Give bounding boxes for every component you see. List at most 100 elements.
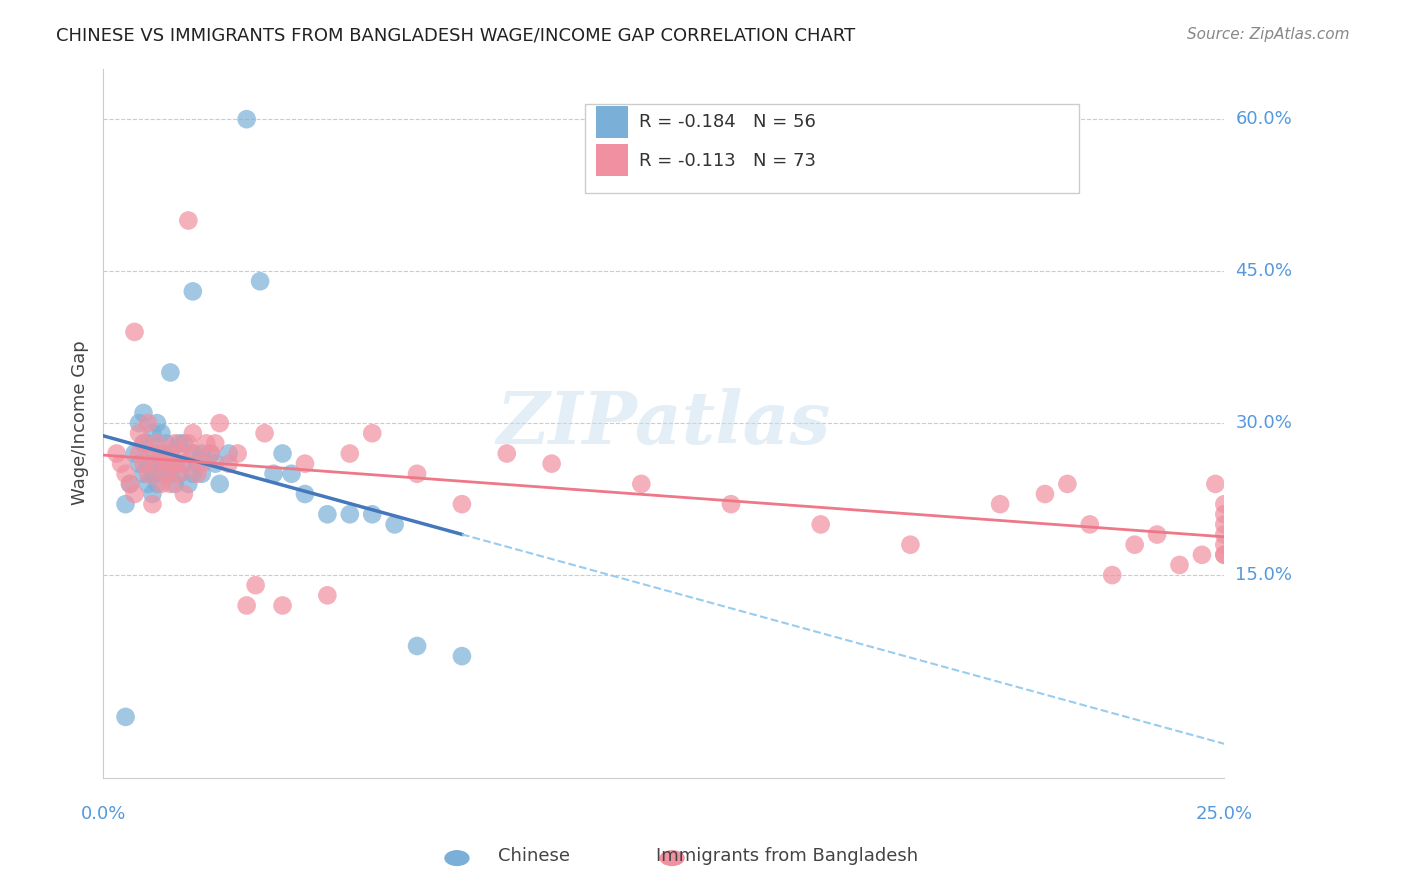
Point — [114, 710, 136, 724]
Point — [132, 436, 155, 450]
Point — [361, 508, 384, 522]
Text: 25.0%: 25.0% — [1195, 805, 1253, 823]
Point — [155, 436, 177, 450]
Point — [163, 476, 186, 491]
Point — [495, 446, 517, 460]
Point — [271, 446, 294, 460]
Point — [1056, 476, 1078, 491]
Point — [155, 467, 177, 481]
Point — [988, 497, 1011, 511]
Point — [155, 457, 177, 471]
Point — [163, 457, 186, 471]
Point — [181, 285, 204, 299]
Point — [294, 457, 316, 471]
Point — [1168, 558, 1191, 572]
Point — [136, 457, 159, 471]
Point — [451, 497, 474, 511]
Point — [136, 467, 159, 481]
Point — [159, 467, 181, 481]
Point — [1213, 517, 1236, 532]
Point — [173, 487, 195, 501]
Point — [226, 446, 249, 460]
Point — [245, 578, 267, 592]
Point — [271, 599, 294, 613]
Point — [181, 446, 204, 460]
Point — [900, 538, 922, 552]
Text: Source: ZipAtlas.com: Source: ZipAtlas.com — [1187, 27, 1350, 42]
Point — [204, 436, 226, 450]
Point — [1146, 527, 1168, 541]
Point — [146, 457, 169, 471]
Point — [150, 426, 173, 441]
Point — [132, 467, 155, 481]
Point — [159, 446, 181, 460]
Point — [132, 457, 155, 471]
Text: CHINESE VS IMMIGRANTS FROM BANGLADESH WAGE/INCOME GAP CORRELATION CHART: CHINESE VS IMMIGRANTS FROM BANGLADESH WA… — [56, 27, 855, 45]
Y-axis label: Wage/Income Gap: Wage/Income Gap — [72, 341, 89, 506]
Point — [124, 487, 146, 501]
Point — [136, 436, 159, 450]
FancyBboxPatch shape — [596, 145, 628, 177]
Point — [173, 457, 195, 471]
Point — [132, 436, 155, 450]
Point — [169, 446, 191, 460]
Point — [128, 457, 150, 471]
Point — [159, 476, 181, 491]
Point — [141, 426, 163, 441]
Point — [141, 446, 163, 460]
Point — [128, 416, 150, 430]
Point — [181, 426, 204, 441]
Point — [141, 446, 163, 460]
FancyBboxPatch shape — [596, 106, 628, 138]
Text: Immigrants from Bangladesh: Immigrants from Bangladesh — [657, 847, 918, 864]
Point — [191, 467, 214, 481]
Point — [146, 436, 169, 450]
Point — [1033, 487, 1056, 501]
Point — [195, 436, 218, 450]
Text: 45.0%: 45.0% — [1236, 262, 1292, 280]
Point — [124, 325, 146, 339]
Point — [150, 467, 173, 481]
FancyBboxPatch shape — [585, 104, 1078, 193]
Point — [136, 416, 159, 430]
Point — [159, 366, 181, 380]
Point — [204, 457, 226, 471]
Text: 0.0%: 0.0% — [80, 805, 125, 823]
Point — [141, 467, 163, 481]
Text: 60.0%: 60.0% — [1236, 111, 1292, 128]
Point — [105, 446, 128, 460]
Point — [1213, 497, 1236, 511]
Point — [163, 457, 186, 471]
Point — [169, 467, 191, 481]
Point — [208, 476, 231, 491]
Point — [1213, 538, 1236, 552]
Point — [339, 446, 361, 460]
Point — [114, 467, 136, 481]
Point — [200, 446, 222, 460]
Point — [128, 446, 150, 460]
Point — [263, 467, 285, 481]
Point — [146, 457, 169, 471]
Point — [406, 467, 429, 481]
Point — [1191, 548, 1213, 562]
Point — [316, 588, 339, 602]
Point — [1078, 517, 1101, 532]
Point — [177, 436, 200, 450]
Point — [177, 476, 200, 491]
Point — [218, 446, 240, 460]
Point — [186, 457, 208, 471]
Text: 30.0%: 30.0% — [1236, 414, 1292, 432]
Point — [159, 446, 181, 460]
Point — [218, 457, 240, 471]
Point — [235, 112, 257, 127]
Point — [173, 457, 195, 471]
Point — [208, 416, 231, 430]
Text: 15.0%: 15.0% — [1236, 566, 1292, 584]
Point — [810, 517, 832, 532]
Point — [128, 426, 150, 441]
Point — [132, 406, 155, 420]
Text: R = -0.184   N = 56: R = -0.184 N = 56 — [640, 113, 815, 131]
Point — [169, 467, 191, 481]
Point — [1213, 548, 1236, 562]
Text: Chinese: Chinese — [498, 847, 571, 864]
